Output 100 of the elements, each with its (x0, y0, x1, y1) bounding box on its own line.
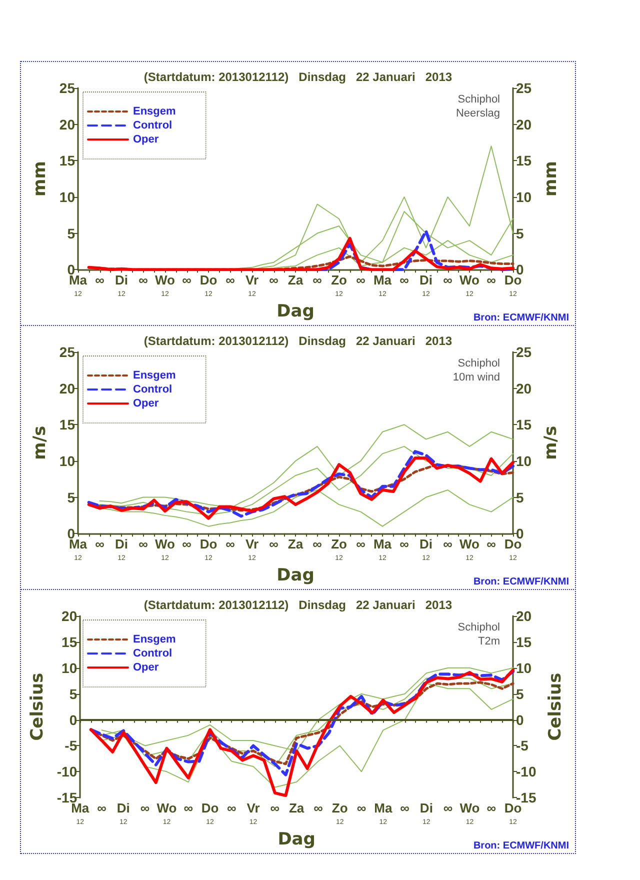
legend-label: Control (133, 120, 172, 132)
legend-label: Control (133, 648, 172, 660)
x-tick-label: ∞ (182, 536, 192, 552)
y2-tick-label: 25 (516, 344, 532, 360)
y2-tick-label: 25 (516, 80, 532, 96)
y2-tick-label: 15 (516, 634, 532, 650)
y2-tick-label: -5 (516, 738, 529, 754)
x-tick-label: Za (288, 536, 304, 552)
y-axis-title: m/s (30, 426, 50, 460)
legend-label: Ensgem (133, 370, 176, 382)
y2-axis-title: m/s (540, 426, 561, 460)
x-tick-label: ∞ (97, 800, 106, 816)
x-tick-label: ∞ (443, 272, 452, 288)
y2-tick-label: 5 (516, 489, 524, 506)
x-tick-label: ∞ (140, 800, 150, 816)
x-tick-label: ∞ (269, 272, 278, 288)
x-tick-label: ∞ (95, 536, 104, 552)
x-tick-label: ∞ (443, 800, 453, 816)
x-tick-label: ∞ (95, 272, 104, 288)
y2-tick-label: 5 (516, 225, 524, 242)
annotation: 10m wind (452, 372, 500, 384)
x-tick-label: ∞ (486, 272, 496, 288)
y-tick-label: 20 (59, 116, 76, 132)
x-tick-label: ∞ (356, 800, 366, 816)
x-tick-label: ∞ (400, 272, 409, 288)
legend-label: Oper (133, 134, 160, 146)
y-tick-label: 25 (59, 344, 76, 360)
x-tick-label: ∞ (486, 536, 496, 552)
x-tick-label: ∞ (138, 536, 148, 552)
y-tick-label: -5 (64, 738, 78, 754)
annotation: Schiphol (458, 358, 500, 370)
y2-axis-title: mm (540, 161, 561, 197)
text: Bron: ECMWF/KNMI (473, 840, 570, 852)
chart-title: (Startdatum: 2013012112) Dinsdag 22 Januari 2013 (144, 334, 452, 348)
legend-label: Ensgem (133, 106, 176, 118)
y-tick-label: 15 (59, 152, 76, 169)
y2-tick-label: -15 (516, 790, 536, 806)
y-tick-label: 20 (59, 380, 76, 396)
x-tick-label: ∞ (226, 800, 236, 816)
y-tick-label: 15 (59, 416, 76, 433)
legend-label: Oper (133, 662, 160, 674)
annotation: T2m (478, 636, 500, 648)
text: Bron: ECMWF/KNMI (473, 312, 570, 324)
y2-tick-label: -10 (516, 764, 536, 780)
x-axis-title: Dag (278, 830, 316, 850)
annotation: Neerslag (456, 108, 500, 120)
x-tick-label: ∞ (182, 272, 192, 288)
y-tick-label: 20 (62, 608, 78, 624)
legend-label: Control (133, 384, 172, 396)
x-tick-label: Za (288, 800, 305, 816)
x-tick-label: ∞ (226, 272, 235, 288)
y-tick-label: 10 (62, 660, 78, 676)
y2-tick-label: 20 (516, 380, 532, 396)
x-tick-label: ∞ (400, 800, 410, 816)
x-axis-title: Dag (276, 302, 314, 322)
x-tick-label: ∞ (314, 800, 323, 816)
y2-tick-label: 10 (516, 660, 532, 676)
x-tick-label: ∞ (356, 272, 366, 288)
x-tick-label: ∞ (400, 536, 409, 552)
x-tick-label: ∞ (312, 536, 322, 552)
y2-axis-title: Celsius (546, 672, 566, 741)
y2-tick-label: 5 (516, 686, 524, 702)
x-tick-label: ∞ (312, 272, 322, 288)
y-axis-title: Celsius (28, 672, 48, 741)
y-tick-label: 5 (67, 225, 76, 242)
text: Bron: ECMWF/KNMI (473, 576, 570, 588)
x-tick-label: ∞ (226, 536, 235, 552)
y-axis-title: mm (30, 161, 50, 197)
x-tick-label: ∞ (356, 536, 366, 552)
annotation: Schiphol (458, 622, 500, 634)
x-tick-label: ∞ (138, 272, 148, 288)
legend-label: Oper (133, 398, 160, 410)
y2-tick-label: 0 (516, 262, 524, 278)
x-tick-label: ∞ (443, 536, 452, 552)
y2-tick-label: 10 (516, 452, 532, 469)
y-tick-label: -10 (56, 764, 78, 780)
y-tick-label: 25 (59, 80, 76, 96)
y-tick-label: 10 (59, 452, 76, 469)
y-tick-label: 10 (59, 188, 76, 205)
y-tick-label: 0 (69, 712, 78, 728)
y2-tick-label: 15 (516, 416, 532, 433)
y2-tick-label: 15 (516, 152, 532, 169)
chart-title: (Startdatum: 2013012112) Dinsdag 22 Januari 2013 (144, 70, 452, 84)
y-tick-label: 5 (67, 489, 76, 506)
y-tick-label: 15 (62, 634, 78, 650)
x-tick-label: ∞ (270, 800, 280, 816)
chart-title: (Startdatum: 2013012112) Dinsdag 22 Januari 2013 (144, 598, 452, 612)
y2-tick-label: 20 (516, 116, 532, 132)
x-tick-label: ∞ (184, 800, 193, 816)
legend-label: Ensgem (133, 634, 176, 646)
x-tick-label: ∞ (269, 536, 278, 552)
x-axis-title: Dag (276, 566, 314, 586)
y2-tick-label: 0 (516, 526, 524, 542)
y2-tick-label: 20 (516, 608, 532, 624)
x-tick-label: ∞ (486, 800, 496, 816)
y2-tick-label: 10 (516, 188, 532, 205)
x-tick-label: Za (288, 272, 304, 288)
annotation: Schiphol (458, 94, 500, 106)
y-tick-label: 5 (69, 686, 78, 702)
y2-tick-label: 0 (516, 712, 524, 728)
